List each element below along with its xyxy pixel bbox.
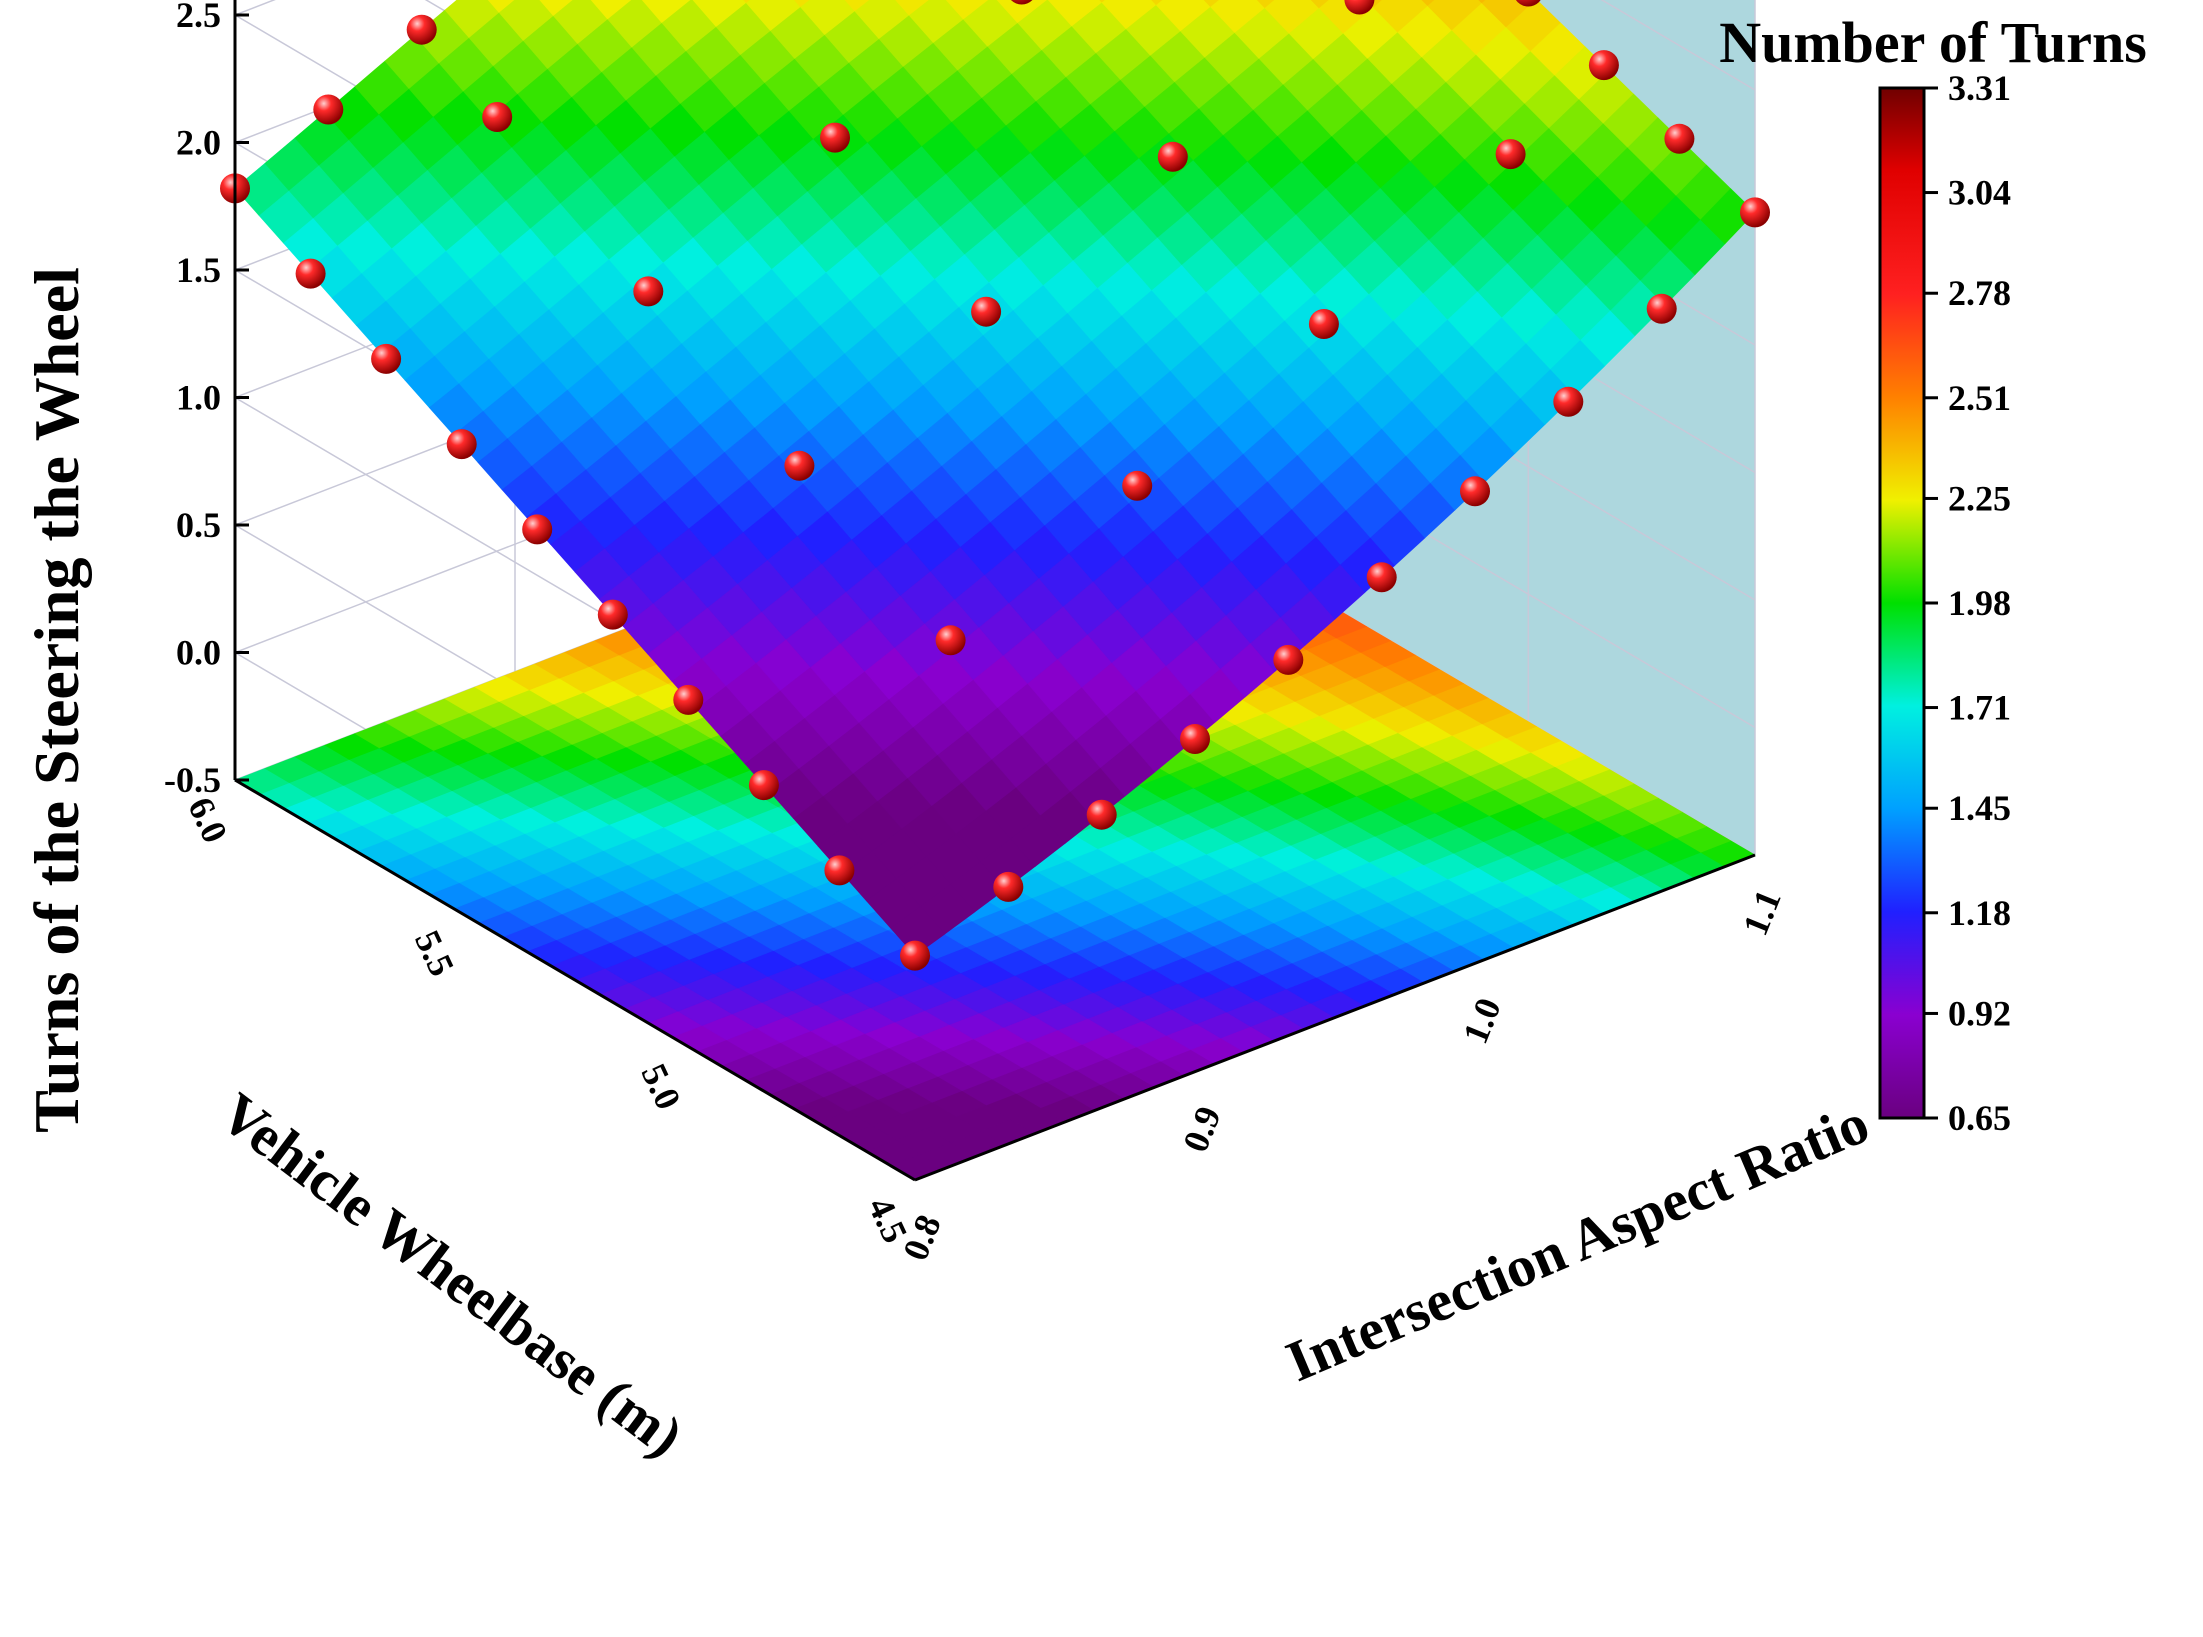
surface-cell (1256, 0, 1276, 9)
colorbar-tick-label: 0.65 (1948, 1098, 2011, 1138)
data-point-marker (482, 102, 513, 132)
colorbar-tick-label: 0.92 (1948, 994, 2011, 1034)
z-tick-label: 0.5 (176, 505, 221, 545)
colorbar-gradient (1878, 86, 1926, 1120)
data-point-marker (1553, 386, 1584, 417)
z-tick-label: 2.0 (176, 123, 221, 163)
surface-cell (1310, 0, 1330, 9)
data-point-marker (406, 14, 437, 45)
data-point-marker (1157, 141, 1188, 172)
colorbar-tick-label: 2.25 (1948, 479, 2011, 519)
surface-cell (895, 0, 930, 16)
data-point-marker (1344, 0, 1375, 15)
data-point-marker (820, 122, 850, 153)
z-axis-title: Turns of the Steering the Wheel (21, 267, 92, 1133)
data-point-marker (993, 871, 1024, 902)
colorbar-tick-label: 3.31 (1948, 68, 2011, 108)
data-point-marker (748, 770, 779, 801)
data-point-marker (446, 429, 477, 460)
surface-cell (1421, 0, 1436, 7)
x-tick-label: 0.9 (1175, 1101, 1229, 1158)
response-surface (234, 0, 1756, 957)
data-point-marker (1646, 293, 1677, 324)
x-tick-label: 1.1 (1735, 884, 1789, 941)
x-tick-label: 1.0 (1455, 992, 1509, 1049)
z-tick-label: 1.5 (176, 250, 221, 290)
colorbar-tick-label: 1.71 (1948, 688, 2011, 728)
colorbar-tick-label: 1.98 (1948, 583, 2011, 623)
data-point-marker (673, 684, 704, 715)
x-axis-title: Intersection Aspect Ratio (1277, 1090, 1878, 1394)
y-axis-line (234, 778, 916, 1182)
surface-cell (1099, 0, 1106, 4)
x-axis-line (914, 853, 1756, 1182)
data-point-marker (1515, 0, 1541, 7)
data-point-marker (597, 599, 628, 630)
colorbar: Number of Turns 0.65 0.92 1.18 1.45 1.71 1.98… (1719, 10, 2147, 1138)
surface-cell (1151, 0, 1164, 6)
z-tick-label: -0.5 (164, 760, 221, 800)
colorbar-tick-label: 1.45 (1948, 788, 2011, 828)
data-point-marker (313, 94, 344, 125)
surface-cell (539, 0, 574, 17)
colorbar-ticks: 0.65 0.92 1.18 1.45 1.71 1.98 2.25 2.51 2.78 3.04… (1924, 68, 2011, 1138)
data-point-marker (971, 296, 1002, 327)
colorbar-title: Number of Turns (1719, 10, 2147, 75)
data-point-marker (522, 514, 553, 545)
data-point-marker (633, 276, 664, 307)
data-point-marker (295, 258, 326, 289)
data-point-marker (1588, 50, 1619, 81)
colorbar-tick-label: 2.51 (1948, 378, 2011, 418)
colorbar-tick-label: 2.78 (1948, 273, 2011, 313)
data-point-marker (784, 450, 815, 481)
data-point-marker (1308, 309, 1339, 339)
surface-cell (1203, 0, 1220, 8)
surface-cell (1478, 0, 1487, 4)
data-point-marker (1273, 644, 1304, 675)
data-point-marker (900, 940, 930, 971)
surface-cell (487, 0, 516, 14)
data-point-marker (1010, 0, 1033, 5)
data-point-marker (1180, 724, 1210, 754)
z-axis-ticks: -0.50.00.51.01.52.02.53.03.5 (164, 0, 249, 800)
z-tick-label: 0.0 (176, 633, 221, 673)
surface-cell (794, 0, 811, 8)
y-tick-label: 5.0 (634, 1058, 689, 1116)
z-tick-label: 1.0 (176, 378, 221, 418)
data-point-marker (1460, 476, 1490, 507)
colorbar-tick-label: 3.04 (1948, 173, 2011, 213)
y-axis-title: Vehicle Wheelbase (m) (208, 1080, 695, 1469)
data-point-marker (1122, 470, 1153, 501)
data-point-marker (1366, 562, 1397, 593)
data-point-marker (1740, 197, 1770, 228)
data-point-marker (824, 855, 855, 886)
colorbar-tick-label: 1.18 (1948, 893, 2011, 933)
surface-cell (743, 0, 751, 4)
data-point-marker (1495, 139, 1526, 170)
y-tick-label: 5.5 (407, 924, 462, 982)
data-point-marker (1664, 123, 1695, 154)
data-point-marker (371, 343, 402, 374)
z-tick-label: 2.5 (176, 0, 221, 35)
surface-cell (844, 0, 871, 12)
data-point-marker (1086, 799, 1117, 830)
data-point-marker (935, 625, 966, 656)
